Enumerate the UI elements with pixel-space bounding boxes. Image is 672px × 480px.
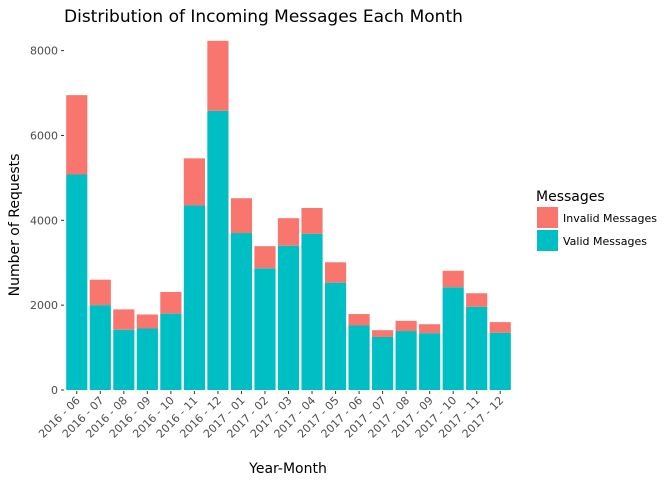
bar-valid-messages-2016-06 [66, 174, 88, 390]
bar-invalid-messages-2017-09 [419, 324, 441, 334]
bar-invalid-messages-2017-12 [489, 322, 511, 333]
x-axis-title: Year-Month [248, 461, 327, 477]
bar-invalid-messages-2016-11 [183, 158, 205, 206]
chart-title: Distribution of Incoming Messages Each M… [64, 7, 463, 27]
bar-invalid-messages-2016-08 [113, 309, 135, 330]
y-tick-label: 0 [51, 384, 58, 397]
bar-invalid-messages-2017-11 [466, 293, 488, 307]
bar-valid-messages-2017-11 [466, 306, 488, 390]
y-tick-label: 2000 [30, 299, 58, 312]
bar-valid-messages-2017-08 [395, 331, 417, 390]
bar-invalid-messages-2016-10 [160, 292, 182, 314]
bar-valid-messages-2016-10 [160, 313, 182, 390]
y-tick-label: 4000 [30, 214, 58, 227]
bar-valid-messages-2017-09 [419, 333, 441, 390]
bar-valid-messages-2017-12 [489, 332, 511, 390]
legend-label-valid-messages: Valid Messages [563, 235, 647, 248]
bar-valid-messages-2016-11 [183, 205, 205, 390]
bar-invalid-messages-2017-10 [442, 270, 464, 288]
y-axis: 0 2000 4000 6000 8000 [30, 45, 64, 397]
bar-invalid-messages-2017-05 [324, 262, 347, 283]
bar-valid-messages-2016-08 [113, 329, 135, 390]
legend-key-valid-messages [537, 230, 558, 251]
legend-key-invalid-messages [537, 207, 558, 228]
bars-group [66, 40, 511, 390]
bar-valid-messages-2017-01 [230, 233, 253, 390]
bar-invalid-messages-2017-08 [395, 320, 417, 332]
bar-invalid-messages-2017-06 [348, 314, 370, 326]
bar-invalid-messages-2016-12 [207, 40, 229, 111]
bar-valid-messages-2017-02 [254, 268, 276, 390]
bar-valid-messages-2017-06 [348, 325, 370, 390]
bar-valid-messages-2017-07 [372, 336, 394, 390]
legend-label-invalid-messages: Invalid Messages [563, 212, 657, 225]
bar-valid-messages-2016-07 [89, 305, 111, 390]
bar-invalid-messages-2016-09 [136, 314, 158, 329]
y-tick-label: 8000 [30, 45, 58, 58]
bar-valid-messages-2016-12 [207, 110, 229, 390]
bar-valid-messages-2017-04 [301, 233, 323, 390]
legend-title: Messages [536, 189, 605, 205]
y-tick-label: 6000 [30, 129, 58, 142]
bar-invalid-messages-2017-04 [301, 208, 323, 234]
bar-invalid-messages-2017-07 [372, 330, 394, 337]
bar-invalid-messages-2017-01 [230, 198, 253, 234]
bar-valid-messages-2017-03 [277, 245, 300, 390]
legend: Messages Invalid Messages Valid Messages [536, 189, 657, 251]
bar-invalid-messages-2017-02 [254, 246, 276, 269]
bar-invalid-messages-2017-03 [277, 218, 300, 246]
bar-invalid-messages-2016-06 [66, 95, 88, 175]
bar-valid-messages-2017-10 [442, 287, 464, 390]
bar-valid-messages-2016-09 [136, 328, 158, 390]
y-axis-title: Number of Requests [7, 154, 23, 297]
bar-valid-messages-2017-05 [324, 282, 347, 390]
bar-invalid-messages-2016-07 [89, 279, 111, 306]
